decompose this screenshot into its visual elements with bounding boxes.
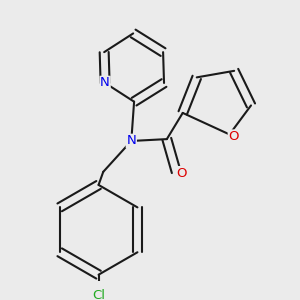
- Text: O: O: [176, 167, 187, 180]
- Text: Cl: Cl: [92, 289, 105, 300]
- Text: O: O: [229, 130, 239, 143]
- Text: N: N: [126, 134, 136, 148]
- Text: N: N: [100, 76, 110, 89]
